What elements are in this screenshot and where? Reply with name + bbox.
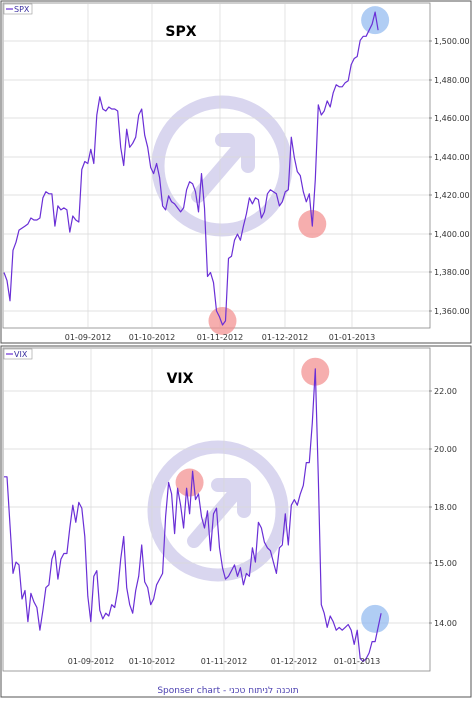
- spx-x-tick-label: 01-10-2012: [129, 333, 176, 342]
- spx-y-tick-label: 1,360.00: [434, 307, 470, 316]
- sponsor-footer: Sponser chart - תוכנה לניתוח טכני: [157, 686, 298, 696]
- vix-y-tick-label: 15.00: [434, 559, 457, 568]
- vix-y-tick-label: 14.00: [434, 619, 457, 628]
- spx-legend-box: [3, 3, 33, 15]
- spx-chart: 1,360.00 1,380.00 1,400.00 1,420.00 1,440.00…: [0, 0, 472, 344]
- vix-x-tick-label: 01-12-2012: [271, 657, 318, 666]
- spx-y-tick-label: 1,460.00: [434, 114, 470, 123]
- vix-low-marker: [175, 468, 204, 497]
- vix-end-marker: [361, 604, 390, 633]
- spx-chart-title: SPX: [165, 24, 196, 40]
- vix-y-tick-label: 22.00: [434, 387, 457, 396]
- spx-y-tick-label: 1,480.00: [434, 76, 470, 85]
- vix-legend-label: VIX: [14, 350, 28, 359]
- vix-y-tick-label: 20.00: [434, 445, 457, 454]
- spx-y-tick-label: 1,500.00: [434, 37, 470, 46]
- vix-y-tick-label: 18.00: [434, 503, 457, 512]
- spx-low-marker: [208, 306, 237, 335]
- spx-x-tick-label: 01-11-2012: [197, 333, 244, 342]
- spx-outer-frame: [0, 0, 472, 344]
- vix-chart-title: VIX: [167, 371, 194, 387]
- vix-legend-box: [3, 348, 33, 360]
- spx-high-marker: [361, 6, 390, 35]
- spx-chart-panel: 1,360.00 1,380.00 1,400.00 1,420.00 1,440.00…: [0, 0, 472, 344]
- spx-y-tick-label: 1,440.00: [434, 153, 470, 162]
- vix-outer-frame: [0, 345, 472, 698]
- watermark-logo: [147, 440, 289, 582]
- vix-plot-frame: [2, 347, 431, 672]
- spx-y-tick-label: 1,400.00: [434, 230, 470, 239]
- vix-x-tick-label: 01-09-2012: [68, 657, 115, 666]
- spx-series-line: [3, 11, 379, 326]
- vix-x-tick-label: 01-01-2013: [334, 657, 381, 666]
- vix-chart-panel: 14.00 15.00 18.00 20.00 22.00 01-09-2012 01-1…: [0, 345, 472, 698]
- vix-x-tick-label: 01-10-2012: [129, 657, 176, 666]
- vix-chart: 14.00 15.00 18.00 20.00 22.00 01-09-2012 01-1…: [0, 345, 472, 698]
- spx-y-tick-label: 1,420.00: [434, 191, 470, 200]
- vix-series-line: [4, 368, 382, 663]
- spx-y-tick-label: 1,380.00: [434, 268, 470, 277]
- spx-x-tick-label: 01-01-2013: [329, 333, 376, 342]
- spx-x-tick-label: 01-12-2012: [262, 333, 309, 342]
- spx-x-tick-label: 01-09-2012: [65, 333, 112, 342]
- vix-x-tick-label: 01-11-2012: [201, 657, 248, 666]
- spx-legend-label: SPX: [14, 5, 30, 14]
